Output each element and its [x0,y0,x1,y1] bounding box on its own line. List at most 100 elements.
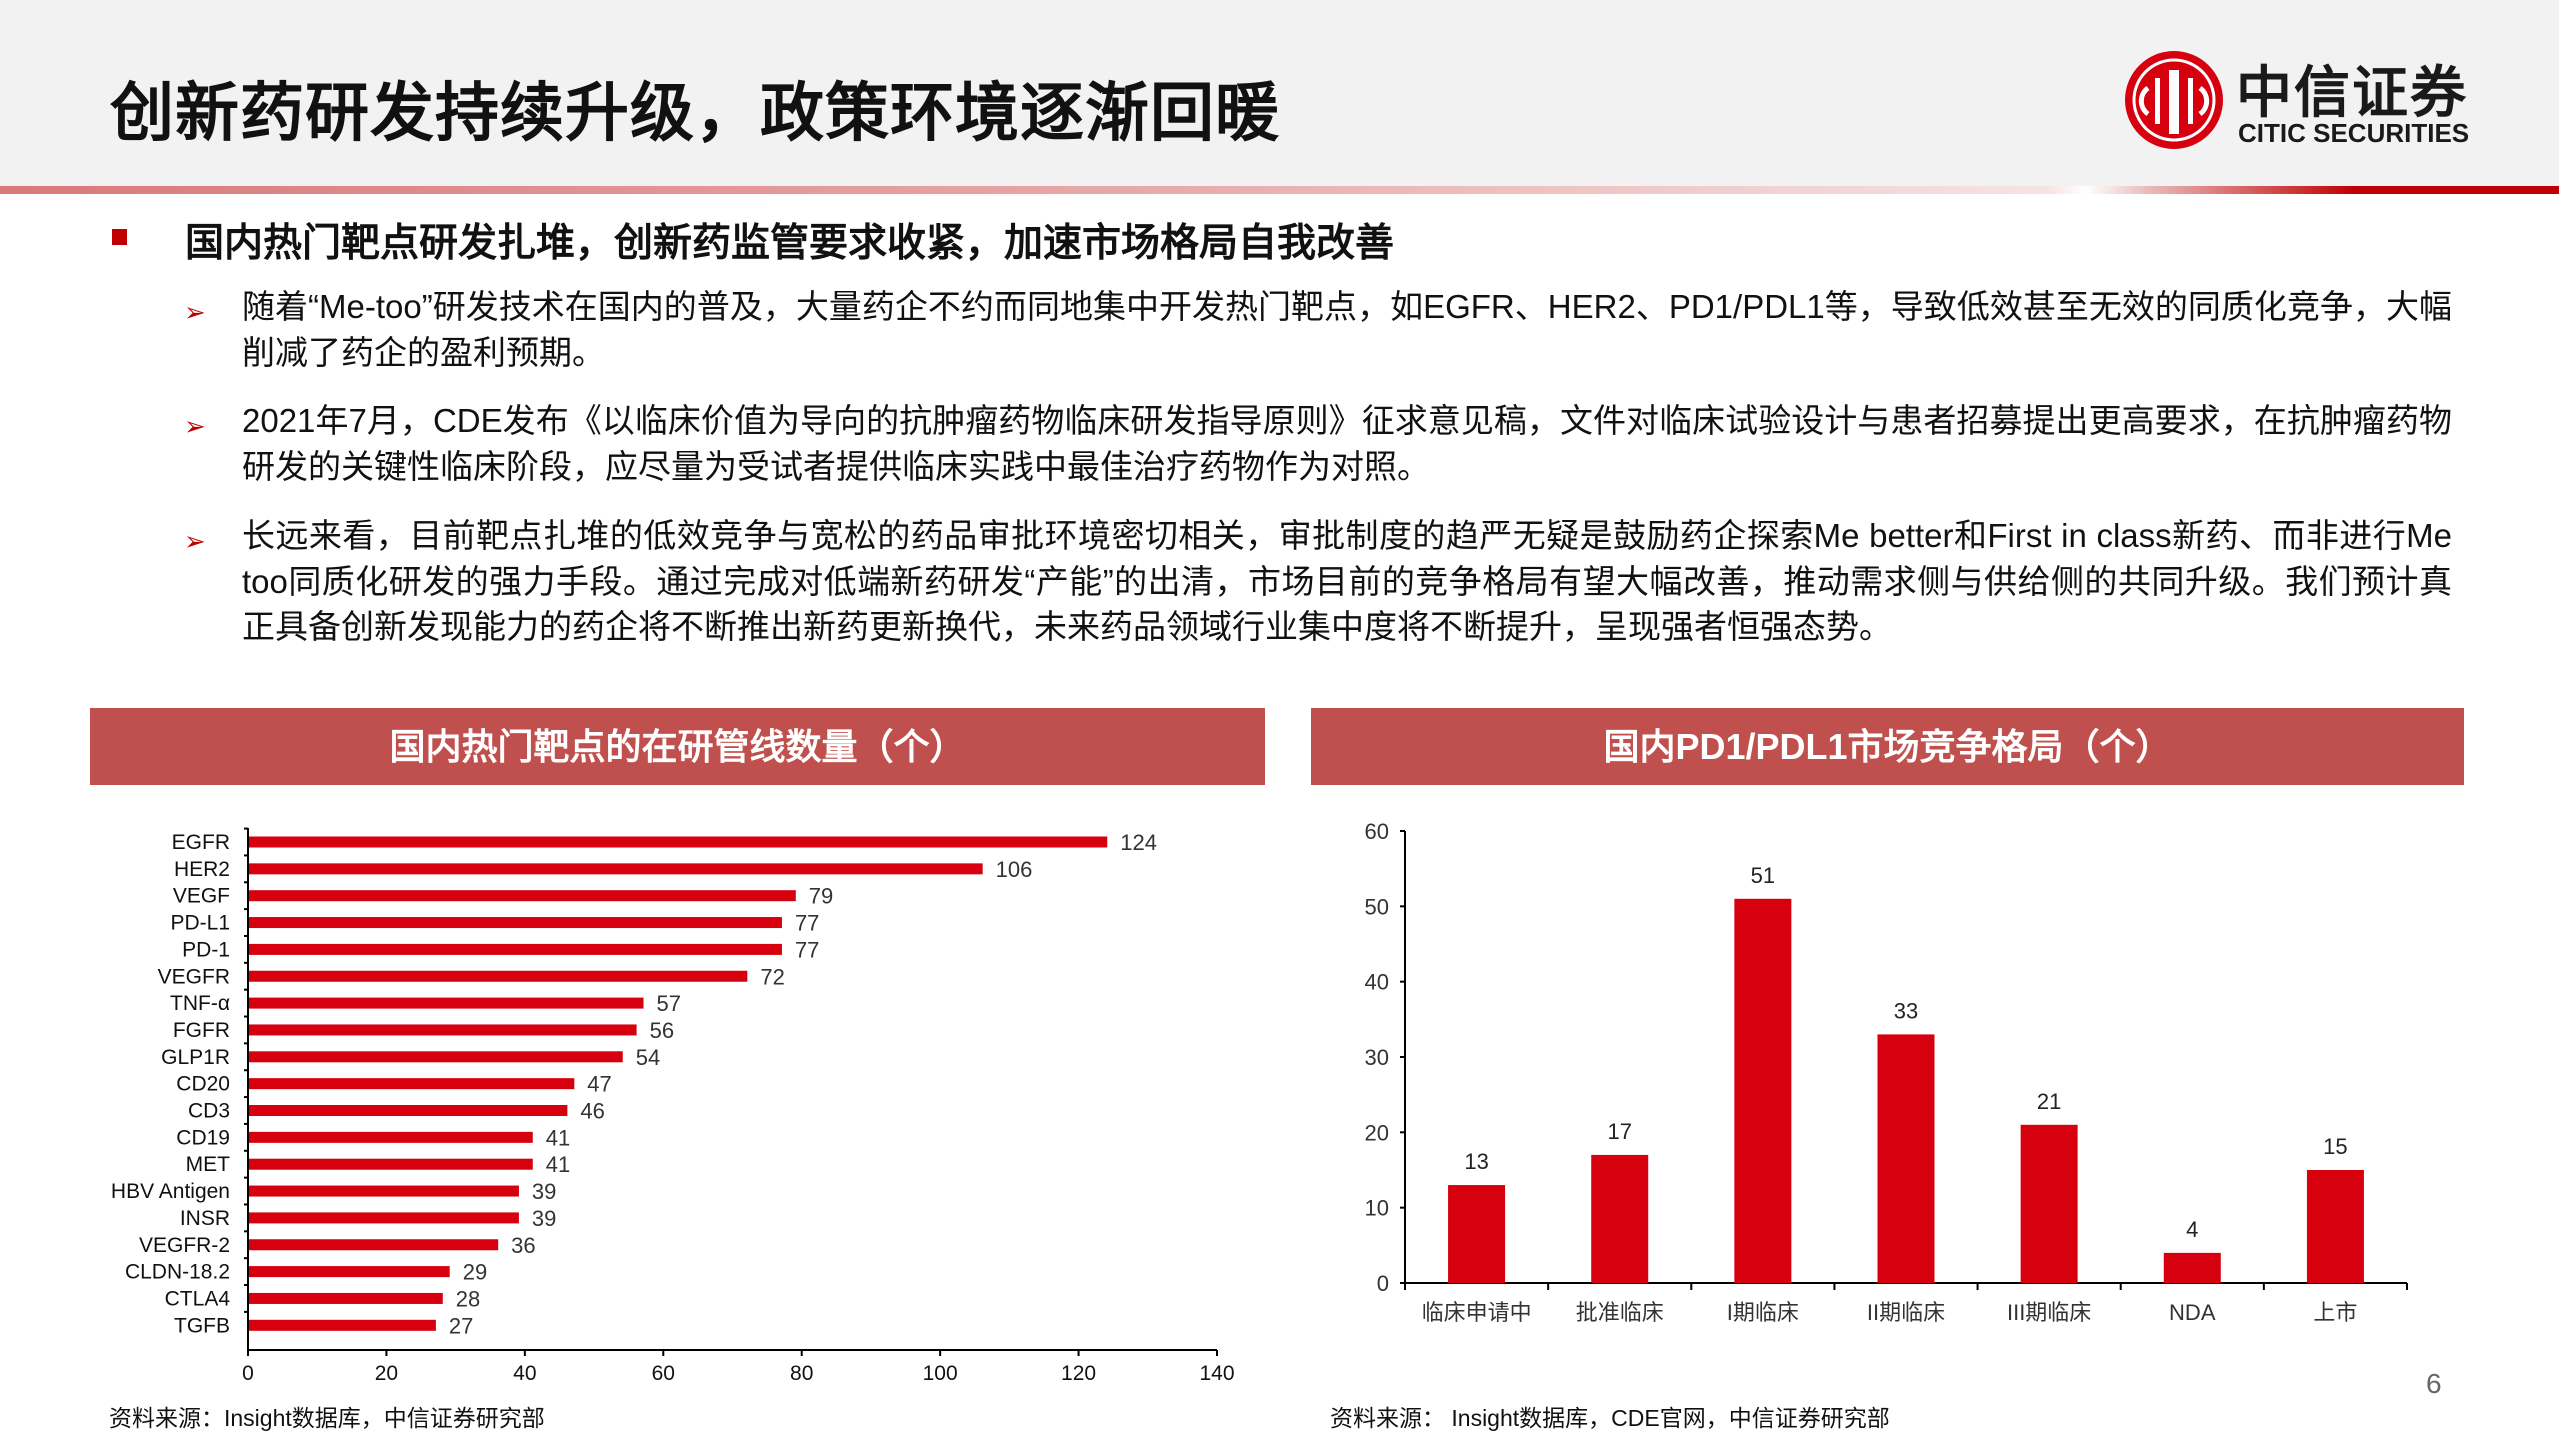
left-source-note: 资料来源：Insight数据库，中信证券研究部 [109,1405,545,1431]
data-label: 39 [532,1206,556,1231]
bar-CLDN-18.2 [249,1266,450,1278]
category-label: III期临床 [2007,1300,2091,1325]
category-label: CD20 [176,1073,230,1096]
y-tick-label: 30 [1365,1045,1389,1070]
bar-HBV Antigen [249,1185,519,1197]
category-label: CTLA4 [165,1287,231,1310]
data-label: 124 [1120,830,1157,855]
right-source-note: 资料来源： Insight数据库，CDE官网，中信证券研究部 [1330,1405,1890,1431]
bar-批准临床 [1591,1154,1649,1283]
bar-VEGFR [249,970,748,982]
data-label: 27 [449,1313,473,1338]
x-tick-label: 40 [513,1362,536,1385]
data-label: 47 [587,1072,611,1097]
category-label: CLDN-18.2 [125,1261,230,1284]
category-label: CD19 [176,1126,230,1149]
pd1-competition-bar-chart: 0 10 20 30 40 50 60 13 临床申请中 17 批准临床 51 I期临床 33 II期临床 2… [1365,819,2408,1325]
bar-FGFR [249,1024,637,1036]
bullet-item: ➢ 随着“Me-too”研发技术在国内的普及，大量药企不约而同地集中开发热门靶点… [184,284,2452,375]
arrow-bullet-icon: ➢ [184,411,206,441]
heading-bullet-icon [112,229,127,245]
bar-I期临床 [1734,898,1792,1283]
bar-CTLA4 [249,1292,443,1304]
bullet-item: ➢ 2021年7月，CDE发布《以临床价值为导向的抗肿瘤药物临床研发指导原则》征… [184,398,2452,489]
data-label: 29 [463,1260,487,1285]
data-label: 57 [657,991,681,1016]
y-tick-label: 0 [1377,1271,1389,1296]
data-label: 56 [650,1018,674,1043]
y-tick-label: 20 [1365,1120,1389,1145]
x-tick-label: 120 [1061,1362,1096,1385]
bar-PD-L1 [249,917,782,929]
bullet-text: 长远来看，目前靶点扎堆的低效竞争与宽松的药品审批环境密切相关，审批制度的趋严无疑… [242,517,2452,645]
data-label: 17 [1607,1119,1631,1144]
data-label: 28 [456,1286,480,1311]
category-label: PD-1 [182,938,230,961]
data-label: 15 [2323,1134,2347,1159]
bullet-text: 随着“Me-too”研发技术在国内的普及，大量药企不约而同地集中开发热门靶点，如… [242,288,2452,371]
category-label: VEGF [173,885,230,908]
y-tick-label: 50 [1365,894,1389,919]
bar-INSR [249,1212,519,1224]
left-chart-title: 国内热门靶点的在研管线数量（个） [90,708,1265,785]
bar-VEGF [249,890,796,902]
bar-EGFR [249,836,1108,848]
bar-CD3 [249,1105,568,1116]
category-label: FGFR [173,1019,230,1042]
data-label: 72 [760,964,784,989]
category-label: HBV Antigen [111,1180,230,1203]
y-tick-label: 10 [1365,1196,1389,1221]
data-label: 51 [1751,863,1775,888]
page-title: 创新药研发持续升级，政策环境逐渐回暖 [110,77,1280,149]
category-label: 临床申请中 [1422,1300,1532,1325]
pipeline-count-bar-chart: EGFR 124 HER2 106 VEGF 79 PD-L1 77 PD-1 77 VEGFR 72… [111,827,1235,1385]
data-label: 79 [809,884,833,909]
category-label: EGFR [172,831,230,854]
bar-GLP1R [249,1051,623,1063]
category-label: 批准临床 [1576,1300,1664,1325]
bar-HER2 [249,863,983,875]
x-tick-label: 60 [652,1362,675,1385]
right-chart-title: 国内PD1/PDL1市场竞争格局（个） [1311,708,2464,785]
data-label: 21 [2037,1089,2061,1114]
data-label: 36 [511,1233,535,1258]
x-tick-label: 100 [923,1362,958,1385]
bar-NDA [2163,1252,2221,1283]
logo-text-en: CITIC SECURITIES [2238,118,2470,148]
category-label: GLP1R [161,1046,230,1069]
category-label: MET [186,1153,231,1176]
category-label: TNF-α [170,992,230,1015]
category-label: I期临床 [1727,1300,1799,1325]
section-heading: 国内热门靶点研发扎堆，创新药监管要求收紧，加速市场格局自我改善 [185,222,1395,265]
x-tick-label: 140 [1199,1362,1234,1385]
data-label: 106 [996,857,1033,882]
citic-emblem-icon [2125,51,2223,149]
data-label: 54 [636,1045,660,1070]
bar-TNF-α [249,997,644,1009]
x-tick-label: 0 [242,1362,254,1385]
citic-logo: 中信证券 CITIC SECURITIES [2122,48,2482,152]
category-label: NDA [2169,1300,2216,1325]
x-tick-label: 80 [790,1362,813,1385]
bar-II期临床 [1877,1034,1935,1283]
category-label: CD3 [188,1100,230,1123]
data-label: 41 [546,1152,570,1177]
bar-VEGFR-2 [249,1239,499,1251]
category-label: VEGFR [158,965,230,988]
bullet-text: 2021年7月，CDE发布《以临床价值为导向的抗肿瘤药物临床研发指导原则》征求意… [242,402,2452,485]
bar-PD-1 [249,943,782,955]
header-divider [0,186,2559,194]
category-label: II期临床 [1867,1300,1945,1325]
data-label: 33 [1894,998,1918,1023]
page-number: 6 [2426,1368,2442,1399]
data-label: 41 [546,1125,570,1150]
data-label: 46 [580,1099,604,1124]
bar-临床申请中 [1448,1185,1506,1283]
bullet-item: ➢ 长远来看，目前靶点扎堆的低效竞争与宽松的药品审批环境密切相关，审批制度的趋严… [184,513,2452,650]
data-label: 39 [532,1179,556,1204]
bar-MET [249,1158,533,1170]
logo-text-cn: 中信证券 [2236,60,2468,126]
data-label: 77 [795,937,819,962]
y-tick-label: 40 [1365,970,1389,995]
category-label: INSR [180,1207,230,1230]
